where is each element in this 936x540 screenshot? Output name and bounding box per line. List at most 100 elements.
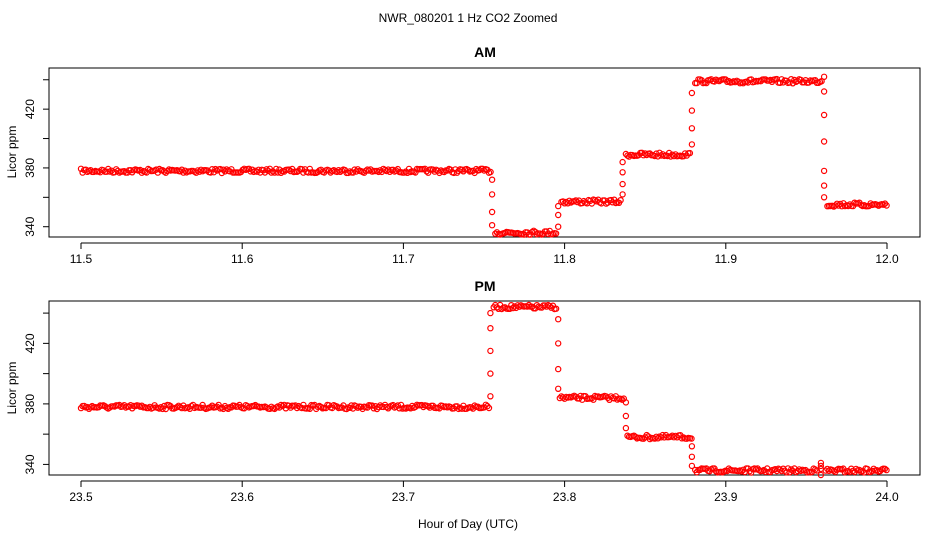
transition-point — [820, 111, 828, 119]
data-point — [184, 404, 192, 411]
transition-point — [555, 340, 562, 347]
transition-point — [622, 424, 630, 432]
x-tick-label: 11.9 — [715, 252, 738, 266]
data-point — [509, 304, 517, 312]
pm-plot-frame — [48, 300, 921, 476]
y-tick-label: 380 — [23, 158, 37, 178]
transition-point — [619, 180, 626, 188]
x-tick-label: 11.5 — [70, 252, 93, 266]
transition-point — [555, 202, 562, 210]
data-point — [273, 165, 280, 173]
transition-point — [555, 223, 562, 230]
data-point — [453, 169, 461, 176]
y-tick-label: 420 — [23, 333, 37, 353]
data-point — [285, 166, 293, 173]
data-point — [852, 465, 860, 473]
x-tick-label: 24.0 — [875, 490, 899, 504]
transition-point — [555, 211, 562, 219]
transition-point — [488, 221, 496, 229]
data-point — [561, 200, 568, 207]
data-point — [665, 149, 673, 157]
data-point — [783, 469, 790, 476]
transition-point — [817, 465, 825, 473]
am-y-axis-label: Licor ppm — [5, 126, 19, 179]
transition-point — [820, 194, 828, 201]
data-point — [300, 401, 307, 409]
data-point — [298, 165, 305, 173]
data-point — [485, 404, 493, 412]
transition-point — [487, 393, 494, 400]
data-point — [546, 302, 553, 310]
data-point — [343, 405, 350, 413]
transition-point — [487, 309, 494, 317]
y-tick-label: 380 — [23, 394, 37, 414]
data-point — [786, 79, 793, 86]
data-point — [688, 435, 695, 442]
data-point — [306, 405, 313, 412]
transition-point — [487, 347, 494, 355]
data-point — [883, 466, 890, 474]
data-point — [156, 405, 163, 412]
data-point — [261, 169, 269, 176]
transition-point — [820, 73, 828, 81]
am-y-axis: 340 380 420 — [23, 79, 50, 237]
x-tick-label: 23.7 — [392, 490, 416, 504]
data-point — [224, 405, 232, 412]
data-point — [156, 165, 163, 173]
data-point — [738, 468, 745, 475]
am-plot-frame — [48, 67, 921, 238]
transition-point — [817, 471, 825, 479]
data-point — [306, 165, 313, 173]
data-point — [617, 196, 624, 204]
pm-panel-title: PM — [475, 278, 496, 294]
x-tick-label: 12.0 — [875, 252, 899, 266]
data-point — [263, 166, 270, 173]
transition-point — [619, 169, 626, 176]
data-point — [643, 431, 650, 439]
transition-point — [488, 191, 496, 198]
data-point — [686, 149, 694, 157]
figure-title: NWR_080201 1 Hz CO2 Zoomed — [379, 11, 558, 25]
data-point — [881, 465, 889, 472]
x-tick-label: 11.8 — [553, 252, 576, 266]
transition-point — [817, 459, 825, 467]
data-point — [572, 197, 580, 204]
transition-point — [487, 325, 494, 332]
data-point — [789, 80, 797, 87]
transition-point — [619, 158, 626, 166]
data-point — [646, 150, 654, 157]
am-x-axis: 11.5 11.6 11.7 11.8 11.9 12.0 — [70, 242, 899, 266]
pm-data-points — [77, 301, 890, 479]
y-tick-label: 340 — [23, 454, 37, 474]
transition-point — [688, 89, 696, 97]
transition-point — [622, 399, 630, 406]
y-tick-label: 420 — [23, 99, 37, 119]
data-point — [210, 168, 217, 176]
data-point — [425, 169, 432, 176]
x-tick-label: 23.6 — [231, 490, 255, 504]
data-point — [80, 402, 88, 410]
data-point — [654, 435, 662, 442]
data-point — [228, 166, 235, 173]
data-point — [277, 169, 285, 176]
x-axis-label: Hour of Day (UTC) — [418, 517, 518, 531]
data-point — [354, 166, 361, 173]
data-point — [525, 301, 533, 309]
pm-panel: PM 23.5 23.6 23.7 23.8 23.9 24.0 340 380 420 Li… — [5, 278, 921, 504]
transition-point — [688, 125, 696, 132]
am-panel: AM 11.5 11.6 11.7 11.8 11.9 12.0 340 380 420 Li… — [5, 44, 921, 266]
transition-point — [817, 462, 825, 470]
data-point — [784, 465, 792, 472]
transition-point — [820, 167, 828, 175]
transition-point — [820, 138, 828, 145]
data-point — [218, 169, 225, 177]
data-point — [207, 169, 214, 176]
transition-point — [487, 370, 494, 377]
transition-point — [622, 412, 630, 420]
transition-point — [688, 443, 696, 450]
transition-point — [488, 176, 496, 183]
transition-point — [688, 462, 696, 470]
data-point — [748, 469, 755, 476]
transition-point — [555, 385, 562, 392]
transition-point — [555, 365, 562, 373]
